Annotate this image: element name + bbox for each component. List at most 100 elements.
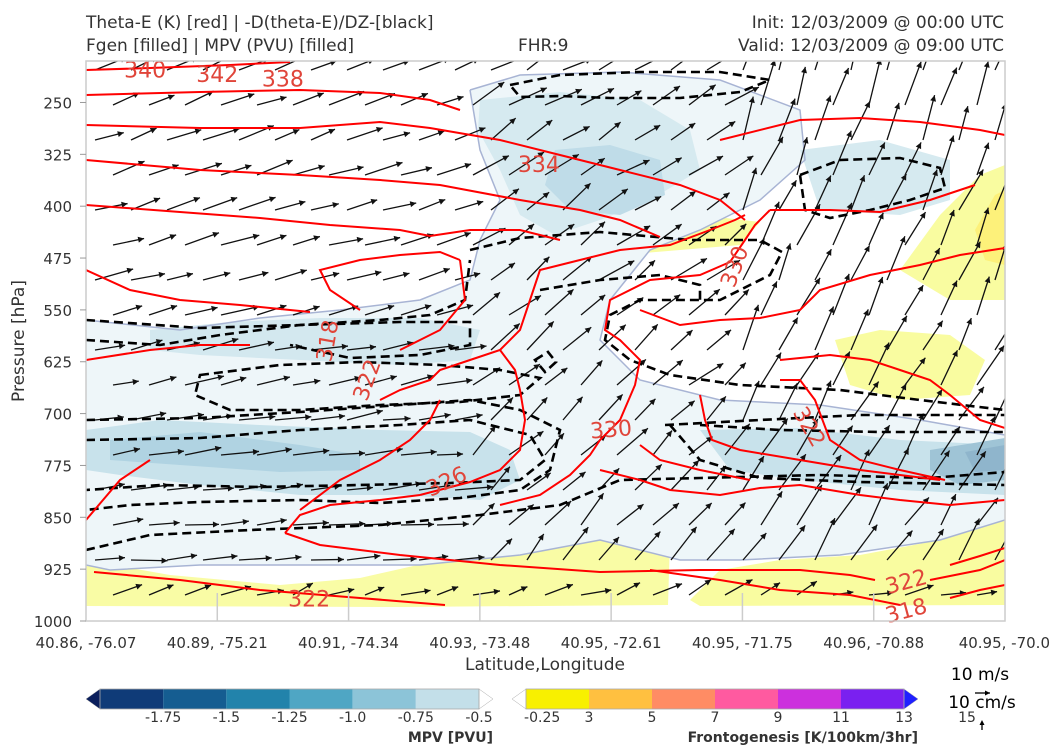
- wind-vector-head: [863, 449, 870, 457]
- wind-vector-head: [155, 339, 163, 345]
- wind-vector: [868, 276, 884, 316]
- wind-vector: [634, 463, 663, 491]
- wind-vector-head: [166, 584, 174, 590]
- wind-vector: [688, 288, 721, 316]
- wind-vector-head: [451, 586, 459, 592]
- wind-vector-head: [386, 520, 393, 527]
- wind-vector-head: [621, 188, 628, 195]
- wind-vector-head: [523, 54, 530, 60]
- wind-vector-head: [322, 520, 329, 527]
- wind-vector-head: [781, 418, 788, 426]
- wind-vector-head: [369, 344, 377, 351]
- wind-vector-head: [542, 192, 550, 199]
- dtheta-contour: [699, 423, 1005, 434]
- wind-vector: [886, 173, 907, 211]
- wind-vector: [922, 528, 945, 561]
- wind-vector: [940, 209, 955, 246]
- theta-e-contour: [284, 532, 876, 581]
- wind-vector-head: [688, 400, 695, 407]
- wind-vector-head: [536, 431, 544, 438]
- colorbar-swatch: [289, 689, 353, 709]
- valid-time: Valid: 12/03/2009 @ 09:00 UTC: [738, 36, 1004, 56]
- wind-vector: [850, 61, 854, 71]
- y-tick-label: 1000: [34, 613, 72, 631]
- colorbar-swatch: [85, 688, 101, 710]
- wind-vector-head: [676, 360, 683, 367]
- x-tick-label: 40.91, -74.34: [298, 634, 399, 652]
- theta-e-contour: [299, 399, 441, 511]
- wind-vector-head: [639, 359, 646, 366]
- wind-vector-head: [332, 202, 339, 208]
- wind-vector: [346, 410, 383, 421]
- wind-vector-head: [212, 521, 219, 528]
- wind-vector: [202, 197, 238, 211]
- wind-vector: [994, 183, 1005, 211]
- wind-vector-head: [149, 127, 157, 134]
- wind-vector-head: [421, 93, 428, 99]
- wind-vector: [886, 315, 908, 351]
- wind-vector: [346, 61, 372, 71]
- wind-vector-head: [598, 221, 606, 229]
- wind-vector-head: [952, 350, 958, 358]
- wind-vector-head: [261, 271, 269, 277]
- wind-vector-head: [814, 277, 821, 285]
- wind-vector-head: [916, 61, 922, 69]
- wind-vector-head: [846, 130, 852, 138]
- wind-vector: [976, 345, 1005, 386]
- wind-vector-head: [665, 430, 673, 438]
- x-tick-label: 40.89, -75.21: [167, 634, 268, 652]
- wind-vector-head: [466, 377, 473, 384]
- colorbar-tick-label: 5: [648, 710, 657, 726]
- wind-vector-head: [675, 583, 683, 589]
- wind-vector-head: [619, 324, 626, 331]
- wind-vector-head: [673, 294, 681, 301]
- theta-e-contour: [770, 184, 976, 214]
- wind-vector-head: [170, 304, 178, 311]
- wind-vector: [922, 450, 951, 491]
- x-tick-label: 40.93, -73.48: [429, 634, 530, 652]
- wind-vector: [760, 136, 784, 176]
- wind-vector-head: [118, 482, 125, 489]
- wind-vector-head: [876, 61, 882, 66]
- wind-vector-head: [567, 224, 575, 231]
- filled-fields: [86, 71, 1005, 607]
- wind-vector: [328, 522, 366, 526]
- wind-vector: [796, 66, 806, 106]
- wind-vector-head: [448, 343, 455, 350]
- wind-vector-head: [799, 454, 806, 461]
- wind-vector-head: [318, 164, 325, 171]
- colorbar-swatch: [100, 689, 164, 709]
- wind-vector: [472, 227, 506, 246]
- wind-vector-head: [675, 157, 682, 164]
- wind-vector-head: [153, 197, 161, 204]
- wind-vector-head: [357, 165, 364, 172]
- theta-e-contour: [499, 439, 601, 506]
- wind-vector-head: [212, 231, 219, 238]
- wind-vector: [184, 375, 225, 386]
- wind-vector-head: [692, 460, 700, 467]
- wind-vector-head: [871, 524, 878, 532]
- wind-vector: [184, 232, 220, 246]
- wind-vector-head: [268, 196, 276, 203]
- wind-vector-head: [698, 45, 705, 51]
- wind-vector-head: [285, 447, 292, 454]
- wind-vector: [814, 61, 819, 71]
- wind-vector-head: [280, 517, 287, 524]
- theta-e-contour: [639, 444, 751, 481]
- wind-vector-head: [473, 272, 481, 278]
- wind-vector: [760, 352, 782, 386]
- wind-vector-head: [937, 529, 944, 536]
- wind-vector-head: [728, 121, 736, 128]
- wind-vector-head: [330, 61, 337, 66]
- x-tick-label: 40.95, -70.0: [959, 634, 1050, 652]
- wind-vector-head: [879, 142, 885, 150]
- wind-vector-head: [752, 87, 759, 93]
- wind-vector: [274, 416, 312, 421]
- mpv-colorbar: -1.75 -1.5 -1.25 -1.0 -0.75 -0.5 -0.25: [85, 688, 560, 726]
- wind-vector-head: [425, 166, 432, 172]
- wind-vector-head: [863, 309, 869, 317]
- wind-vector: [598, 260, 635, 281]
- wind-vector: [742, 167, 757, 211]
- wind-vector: [508, 151, 545, 176]
- wind-vector: [562, 61, 588, 71]
